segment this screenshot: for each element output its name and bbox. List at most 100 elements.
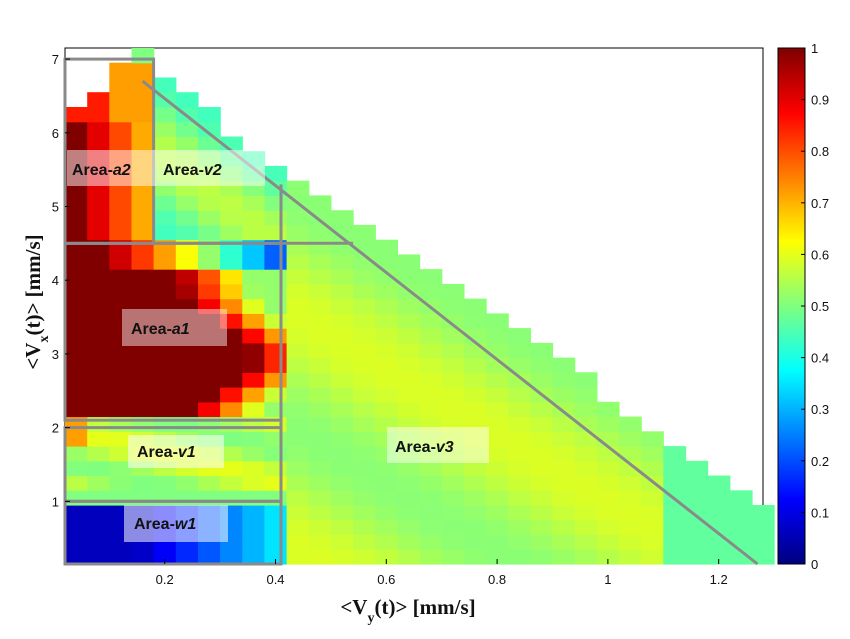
heatmap-cell [463,357,487,373]
heatmap-cell [65,519,88,536]
heatmap-cell [751,505,775,521]
heatmap-cell [641,446,664,462]
heatmap-cell [264,475,288,491]
heatmap-cell [220,298,243,314]
heatmap-cell [242,519,266,536]
heatmap-cell [131,224,155,241]
heatmap-cell [486,372,509,388]
heatmap-cell [87,549,110,565]
heatmap-cell [153,121,177,137]
heatmap-cell [441,313,465,329]
heatmap-cell [131,372,155,388]
heatmap-cell [330,328,354,344]
heatmap-cell [131,254,155,270]
heatmap-cell [596,519,620,536]
heatmap-cell [286,269,310,285]
heatmap-cell [175,283,199,300]
heatmap-cell [175,342,199,359]
heatmap-cell [397,387,421,403]
heatmap-cell [397,505,421,521]
heatmap-cell [441,357,465,373]
heatmap-cell [242,283,266,300]
y-tick-label: 7 [52,52,59,67]
heatmap-cell [530,357,554,373]
heatmap-cell [220,283,243,300]
heatmap-cell [87,460,110,477]
heatmap-cell [508,372,531,388]
heatmap-cell [308,283,332,300]
colorbar-tick-label: 0.8 [811,144,829,159]
heatmap-cell [308,446,332,462]
heatmap-cell [486,313,509,329]
heatmap-cell [330,446,354,462]
heatmap-cell [397,328,421,344]
heatmap-cell [153,136,177,152]
heatmap-cell [175,224,199,241]
heatmap-cell [353,416,376,432]
heatmap-cell [375,269,398,285]
heatmap-cell [441,328,465,344]
heatmap-cell [175,92,199,108]
heatmap-cell [65,549,88,565]
heatmap-cell [264,372,288,388]
heatmap-cell [220,357,243,373]
heatmap-cell [397,313,421,329]
heatmap-cell [463,460,487,477]
heatmap-cell [153,210,177,226]
heatmap-cell [308,401,332,418]
colorbar-tick-label: 0.7 [811,196,829,211]
heatmap-cell [65,387,88,403]
heatmap-cell [397,298,421,314]
heatmap-cell [264,224,288,241]
heatmap-cell [87,357,110,373]
heatmap-cell [242,387,266,403]
heatmap-cell [65,505,88,521]
heatmap-cell [441,490,465,506]
heatmap-cell [131,387,155,403]
heatmap-cell [552,372,576,388]
heatmap-cell [175,475,199,491]
heatmap-cell [486,519,509,536]
heatmap-cell [286,460,310,477]
heatmap-cell [552,534,576,550]
heatmap-cell [308,534,332,550]
heatmap-cell [641,460,664,477]
heatmap-cell [353,534,376,550]
heatmap-cell [486,357,509,373]
heatmap-cell [419,269,443,285]
heatmap-cell [552,460,576,477]
heatmap-cells [65,48,775,565]
heatmap-cell [175,121,199,137]
heatmap-cell [375,357,398,373]
heatmap-cell [175,357,199,373]
heatmap-cell [685,534,709,550]
heatmap-cell [486,401,509,418]
heatmap-cell [508,505,531,521]
heatmap-cell [486,387,509,403]
heatmap-cell [353,387,376,403]
heatmap-cell [308,269,332,285]
heatmap-cell [330,490,354,506]
heatmap-cell [486,505,509,521]
heatmap-cell [375,401,398,418]
heatmap-cell [508,460,531,477]
heatmap-cell [441,519,465,536]
heatmap-cell [397,475,421,491]
heatmap-cell [198,283,221,300]
heatmap-cell [198,254,221,270]
heatmap-cell [619,460,642,477]
y-axis-title: <Vx(t)> [mm/s] [21,234,52,369]
heatmap-cell [353,224,376,241]
heatmap-cell [153,313,177,329]
heatmap-cell [198,357,221,373]
heatmap-cell [596,534,620,550]
heatmap-cell [707,505,731,521]
heatmap-cell [707,519,731,536]
heatmap-cell [463,490,487,506]
heatmap-cell [353,328,376,344]
colorbar-ticks: 0 0.1 0.2 0.3 0.4 0.5 0.6 0.7 0.8 0.9 1 [801,41,829,572]
x-tick-label: 1.2 [710,572,728,587]
heatmap-cell [729,519,753,536]
heatmap-cell [198,107,221,123]
heatmap-cell [663,534,687,550]
